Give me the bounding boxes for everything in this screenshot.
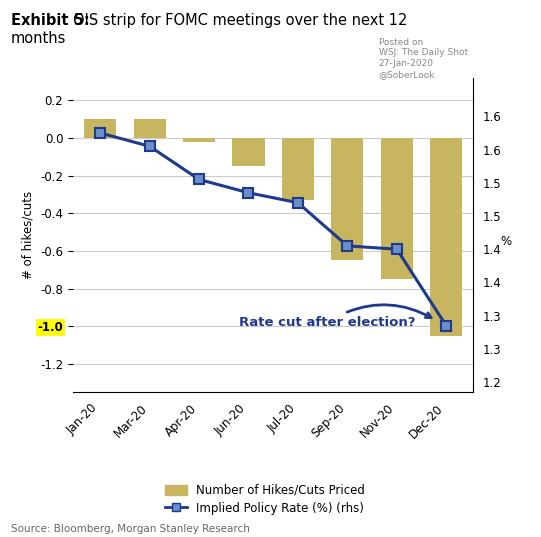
Text: @SoberLook: @SoberLook: [379, 70, 435, 79]
Text: OIS strip for FOMC meetings over the next 12: OIS strip for FOMC meetings over the nex…: [73, 13, 407, 28]
Text: months: months: [11, 31, 66, 46]
Text: Rate cut after election?: Rate cut after election?: [239, 305, 431, 329]
Bar: [134, 119, 166, 138]
Text: 27-Jan-2020: 27-Jan-2020: [379, 59, 434, 68]
Text: Source: Bloomberg, Morgan Stanley Research: Source: Bloomberg, Morgan Stanley Resear…: [11, 524, 250, 534]
Bar: [84, 119, 116, 138]
Text: Exhibit 5:: Exhibit 5:: [11, 13, 90, 28]
Y-axis label: %: %: [500, 235, 512, 248]
Bar: [331, 138, 364, 260]
Bar: [430, 138, 462, 336]
Text: WSJ: The Daily Shot: WSJ: The Daily Shot: [379, 48, 468, 57]
Y-axis label: # of hikes/cuts: # of hikes/cuts: [22, 191, 35, 279]
Bar: [233, 138, 265, 166]
Bar: [183, 138, 215, 142]
Bar: [282, 138, 314, 200]
Legend: Number of Hikes/Cuts Priced, Implied Policy Rate (%) (rhs): Number of Hikes/Cuts Priced, Implied Pol…: [162, 480, 368, 518]
Text: Posted on: Posted on: [379, 38, 423, 47]
Bar: [381, 138, 413, 279]
